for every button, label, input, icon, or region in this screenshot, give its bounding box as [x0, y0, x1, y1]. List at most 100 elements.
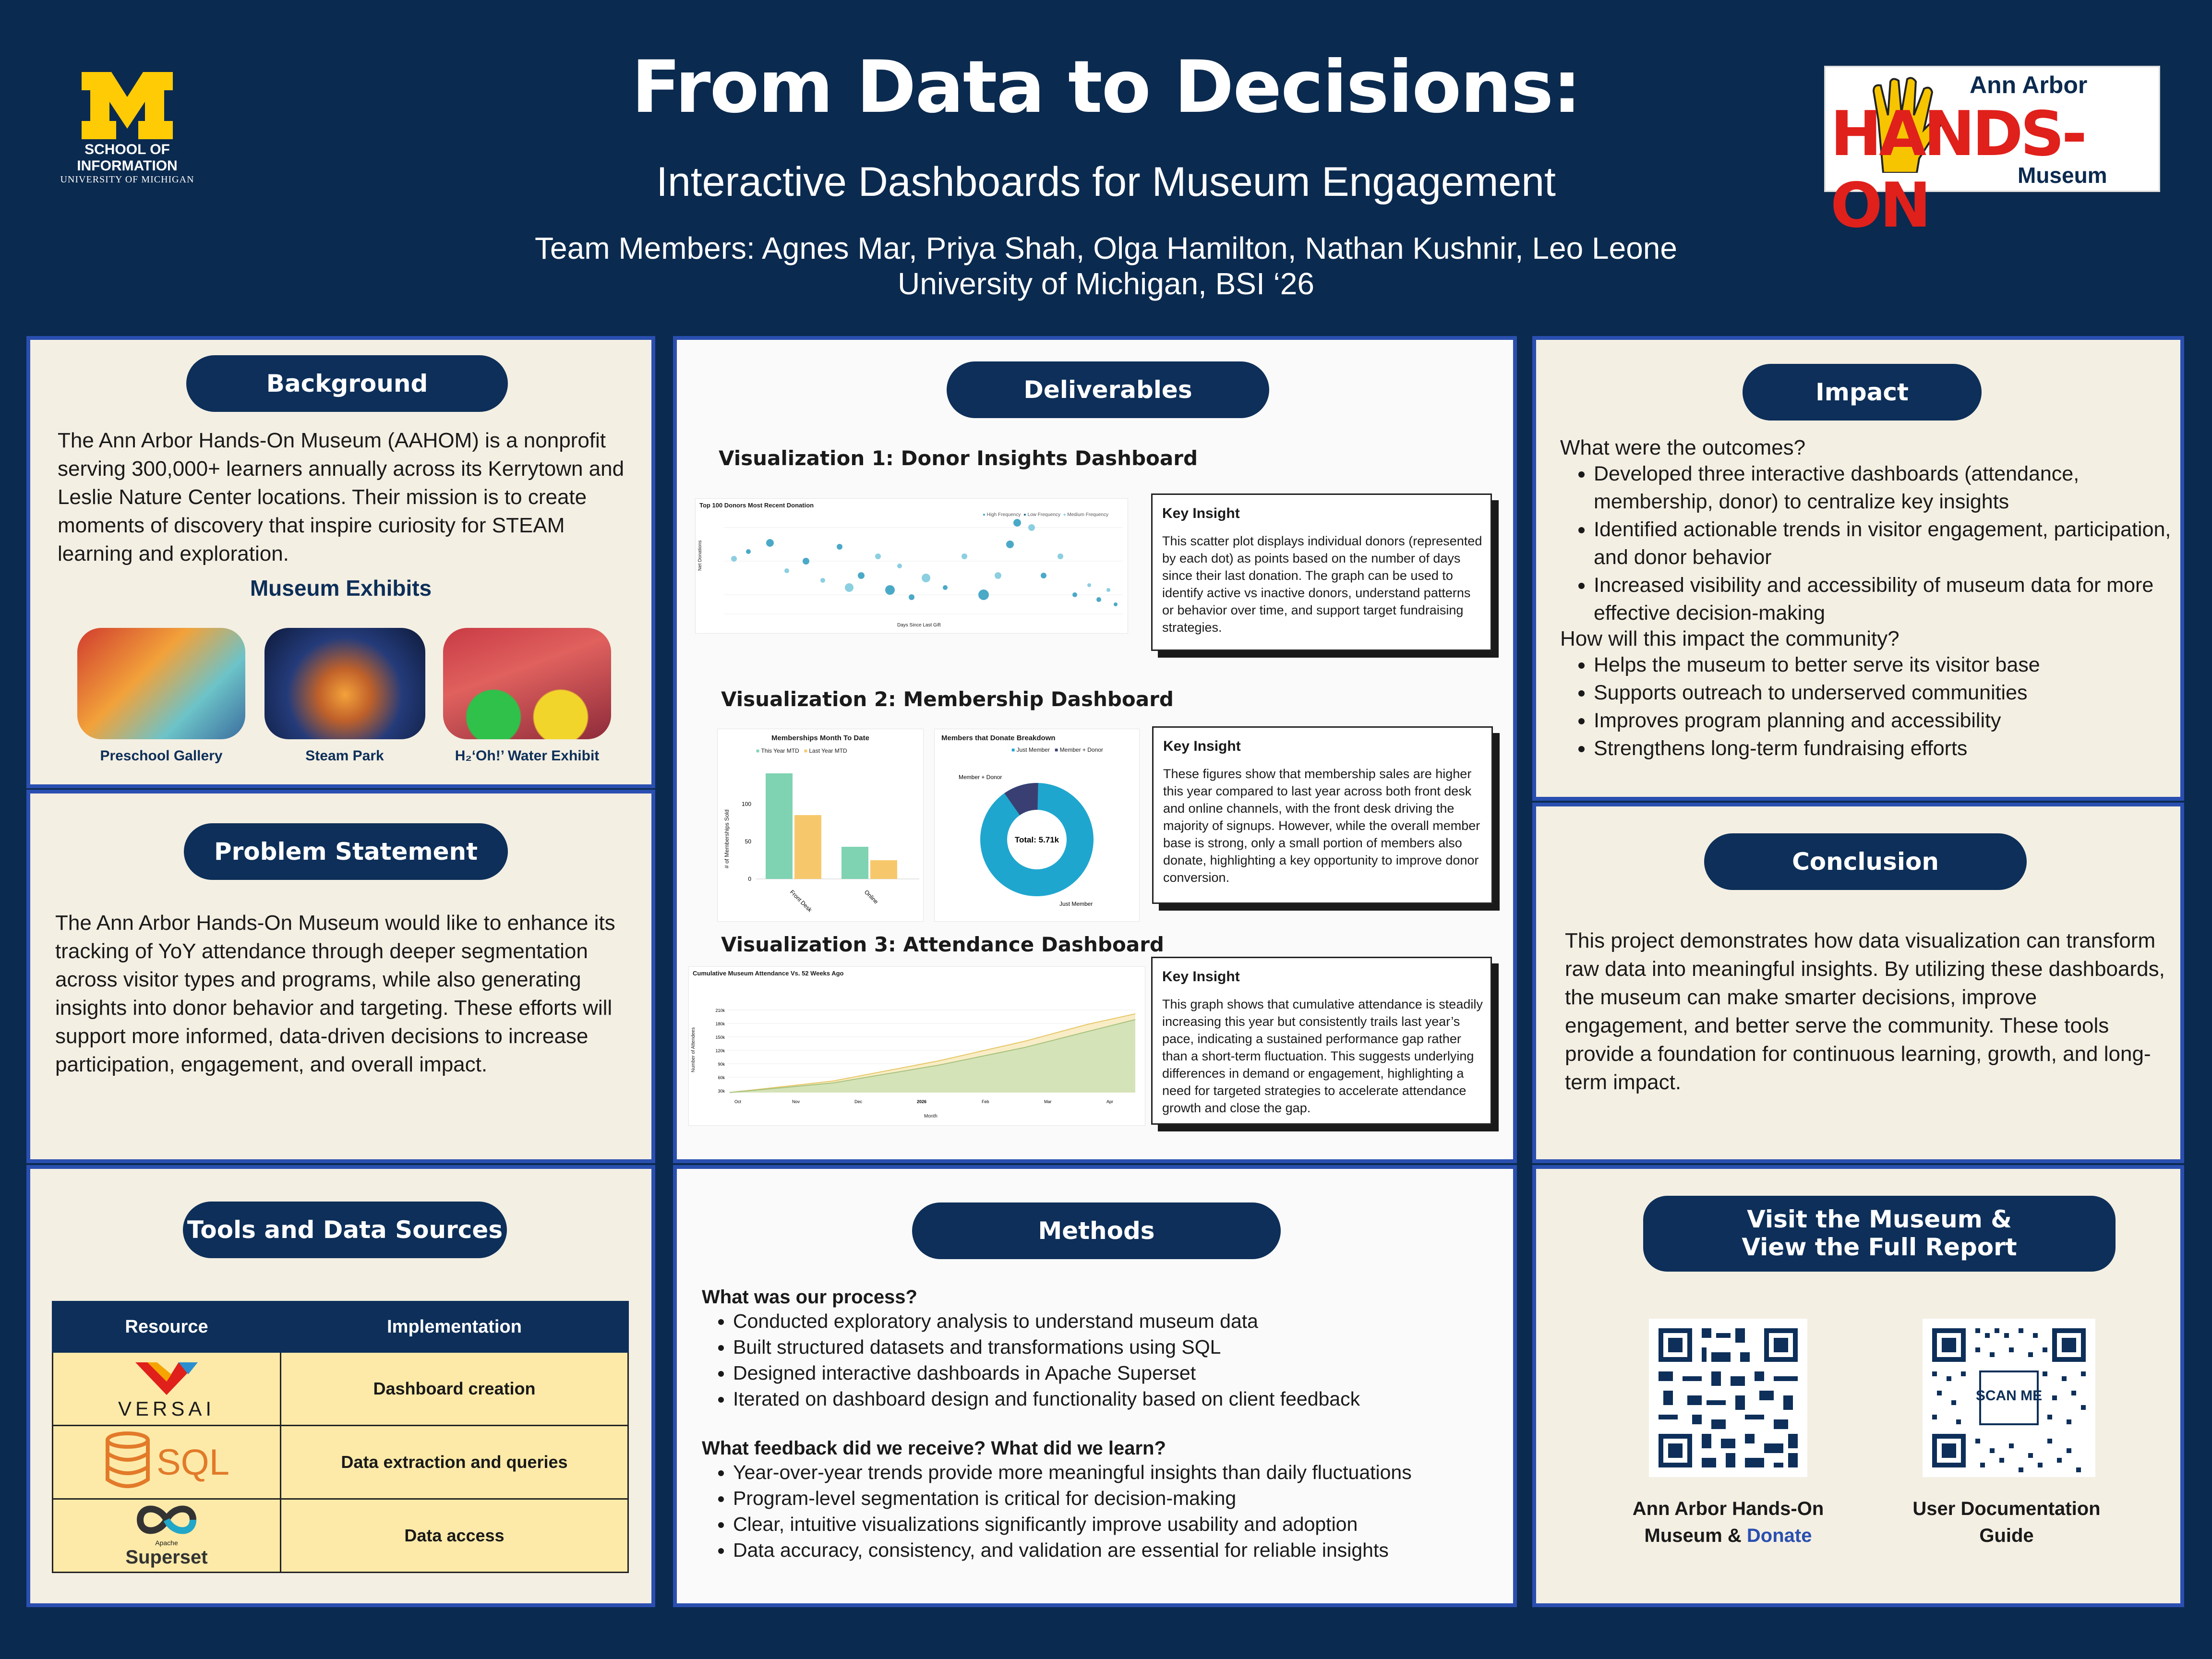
outcomes-list: Developed three interactive dashboards (…	[1560, 460, 2175, 627]
scatter-point	[1028, 524, 1035, 531]
key-insight-text: This scatter plot displays individual do…	[1162, 534, 1482, 635]
area-this-year	[730, 1020, 1135, 1093]
list-item: Program-level segmentation is critical f…	[733, 1485, 1508, 1511]
visit-title: Visit the Museum & View the Full Report	[1643, 1196, 2116, 1272]
bar-chart-title: Memberships Month To Date	[771, 734, 869, 742]
scatter-point	[1041, 573, 1046, 578]
scatter-point	[784, 568, 789, 573]
conclusion-text: This project demonstrates how data visua…	[1565, 929, 2165, 1094]
vis3-area-chart: Cumulative Museum Attendance Vs. 52 Week…	[688, 966, 1145, 1126]
bar-last-year-online	[870, 860, 897, 879]
problem-title: Problem Statement	[184, 823, 508, 880]
x-tick: Mar	[1044, 1099, 1052, 1104]
scatter-point	[845, 583, 854, 592]
list-item: Strengthens long-term fundraising effort…	[1594, 734, 2175, 762]
list-item: Data accuracy, consistency, and validati…	[733, 1537, 1508, 1563]
x-tick: 2026	[917, 1099, 926, 1104]
y-tick: 100	[742, 801, 751, 807]
key-insight-label: Key Insight	[1162, 969, 1240, 985]
list-item: Iterated on dashboard design and functio…	[733, 1386, 1508, 1412]
scatter-point	[746, 549, 751, 554]
donut-center-label: Total: 5.71k	[1015, 835, 1059, 844]
problem-text: The Ann Arbor Hands-On Museum would like…	[55, 911, 615, 1076]
scatter-point	[837, 544, 842, 550]
x-tick: Dec	[854, 1099, 863, 1104]
tools-title: Tools and Data Sources	[183, 1202, 507, 1258]
bar-legend: ■ This Year MTD ■ Last Year MTD	[756, 747, 847, 754]
vis3-chart-title: Cumulative Museum Attendance Vs. 52 Week…	[693, 970, 844, 977]
aahom-logo: Ann Arbor HANDS-ON Museum	[1824, 66, 2160, 241]
x-tick: Apr	[1106, 1099, 1113, 1104]
list-item: Built structured datasets and transforma…	[733, 1334, 1508, 1360]
bar-this-year-front-desk	[766, 773, 793, 879]
process-list: Conducted exploratory analysis to unders…	[702, 1308, 1508, 1412]
list-item: Conducted exploratory analysis to unders…	[733, 1308, 1508, 1334]
aahom-logo-top: Ann Arbor	[1970, 72, 2088, 98]
donate-link[interactable]: Donate	[1746, 1525, 1812, 1546]
y-tick: 120k	[715, 1048, 725, 1053]
key-insight-text: This graph shows that cumulative attenda…	[1162, 997, 1483, 1115]
scatter-point	[1087, 583, 1091, 587]
scatter-point	[1114, 602, 1118, 606]
qr2-caption: User Documentation Guide	[1912, 1498, 2101, 1546]
vis1-xlabel: Days Since Last Gift	[897, 623, 941, 628]
aahom-logo-bottom: Museum	[2018, 163, 2107, 188]
visit-panel: Visit the Museum & View the Full Report	[1532, 1165, 2184, 1607]
versai-label: VERSAI	[118, 1397, 216, 1420]
y-tick: 30k	[718, 1089, 725, 1094]
bar-svg: 100 50 0 Front Desk Online	[742, 773, 919, 914]
aahom-logo-mid: HANDS-ON	[1830, 98, 2087, 241]
scatter-point	[897, 564, 902, 568]
y-tick: 210k	[715, 1008, 725, 1013]
donut-title: Members that Donate Breakdown	[941, 734, 1056, 742]
database-icon	[104, 1431, 152, 1493]
y-tick: 150k	[715, 1035, 725, 1040]
key-insight-label: Key Insight	[1163, 738, 1241, 754]
tools-table: Resource Implementation VERSAI Dashboard…	[52, 1301, 629, 1573]
vis1-title: Visualization 1: Donor Insights Dashboar…	[719, 446, 1198, 470]
logo-line-3: UNIVERSITY OF MICHIGAN	[60, 174, 194, 185]
community-list: Helps the museum to better serve its vis…	[1560, 651, 2175, 762]
museum-qr-code[interactable]	[1649, 1319, 1807, 1477]
donut-label: Just Member	[1059, 901, 1093, 907]
methods-content: What was our process? Conducted explorat…	[702, 1286, 1508, 1563]
vis3-svg: 210k 180k 150k 120k 90k 60k 30k Oct Nov …	[715, 1008, 1136, 1104]
feedback-list: Year-over-year trends provide more meani…	[702, 1459, 1508, 1563]
y-tick: 180k	[715, 1022, 725, 1026]
column-header: Implementation	[280, 1301, 629, 1353]
vis1-key-insight: Key Insight This scatter plot displays i…	[1151, 493, 1492, 651]
table-cell: Dashboard creation	[280, 1351, 629, 1426]
deliverables-panel: Deliverables Visualization 1: Donor Insi…	[673, 336, 1517, 1163]
scatter-point	[885, 585, 895, 595]
key-insight-label: Key Insight	[1162, 505, 1240, 521]
y-tick: 0	[748, 876, 751, 882]
vis3-key-insight: Key Insight This graph shows that cumula…	[1151, 957, 1492, 1125]
list-item: Improves program planning and accessibil…	[1594, 707, 2175, 734]
table-row: Apache Superset Data access	[52, 1498, 629, 1573]
superset-label: Superset	[125, 1547, 208, 1568]
hand-icon	[1872, 77, 1943, 173]
list-item: Supports outreach to underserved communi…	[1594, 679, 2175, 707]
vis1-scatter-svg	[724, 519, 1123, 614]
line-this-year	[729, 1019, 1136, 1093]
y-tick: 60k	[718, 1075, 725, 1080]
methods-panel: Methods What was our process? Conducted …	[673, 1165, 1517, 1607]
scatter-point	[766, 539, 774, 547]
versai-icon	[135, 1362, 198, 1395]
list-item: Designed interactive dashboards in Apach…	[733, 1360, 1508, 1386]
sql-logo: SQL	[52, 1425, 281, 1500]
table-row: VERSAI Dashboard creation	[52, 1351, 629, 1426]
vis1-chart-title: Top 100 Donors Most Recent Donation	[699, 502, 814, 509]
y-tick: 90k	[718, 1062, 725, 1067]
sql-label: SQL	[156, 1442, 230, 1483]
team-block: Team Members: Agnes Mar, Priya Shah, Olg…	[0, 230, 2212, 301]
donut-svg: Total: 5.71k Member + Donor Just Member	[959, 774, 1094, 907]
background-text: The Ann Arbor Hands-On Museum (AAHOM) is…	[58, 429, 625, 565]
key-insight-text: These figures show that membership sales…	[1163, 767, 1480, 885]
superset-logo: Apache Superset	[52, 1498, 281, 1573]
line-last-year	[729, 1013, 1136, 1093]
scan-me-label: SCAN ME	[1976, 1388, 2042, 1404]
vis2-donut-chart: Members that Donate Breakdown ■ Just Mem…	[934, 729, 1140, 922]
documentation-qr-code[interactable]: SCAN ME	[1923, 1319, 2095, 1477]
exhibit-caption: Steam Park	[305, 748, 384, 764]
